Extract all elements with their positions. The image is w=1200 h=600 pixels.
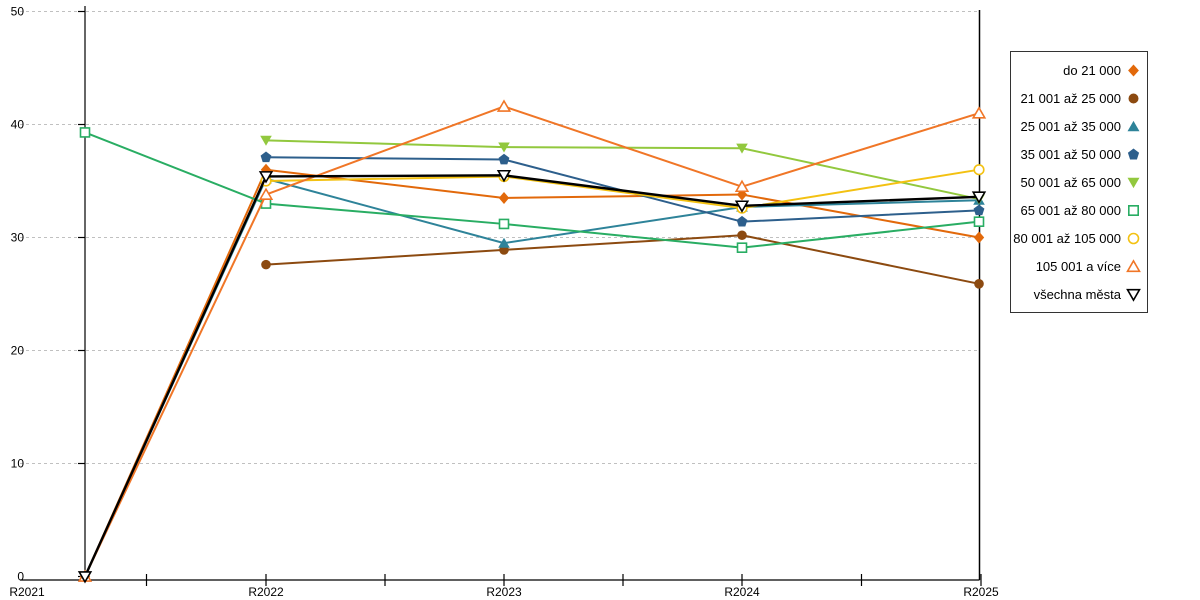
series-line-65-001-až-80-000 xyxy=(84,131,980,249)
data-point-marker xyxy=(496,99,512,112)
legend-item-4: 50 001 až 65 000 xyxy=(1013,170,1141,194)
data-point-marker xyxy=(77,571,93,584)
data-point-marker xyxy=(973,216,985,227)
data-point-marker xyxy=(498,218,510,230)
legend-item-7: 105 001 a více xyxy=(1013,254,1141,278)
legend-item-0: do 21 000 xyxy=(1013,58,1141,82)
data-point-marker xyxy=(736,242,748,253)
legend-item-label: 80 001 až 105 000 xyxy=(1013,230,1121,246)
y-tick-label: 50 xyxy=(11,5,25,19)
legend-item-label: 50 001 až 65 000 xyxy=(1020,174,1121,190)
series-line-105-001-a-více xyxy=(84,105,980,577)
y-tick-label: 10 xyxy=(11,457,25,471)
legend-marker-icon xyxy=(1126,288,1141,302)
legend-item-5: 65 001 až 80 000 xyxy=(1013,198,1141,222)
data-point-marker xyxy=(971,106,987,119)
legend-marker-icon xyxy=(1128,64,1139,76)
legend-item-label: 35 001 až 50 000 xyxy=(1020,146,1121,162)
legend-marker-icon xyxy=(1127,120,1140,131)
data-point-marker xyxy=(260,151,272,163)
data-point-marker xyxy=(973,231,985,244)
legend-marker-icon xyxy=(1127,232,1140,244)
legend-marker-icon xyxy=(1127,148,1140,159)
data-point-marker xyxy=(736,143,748,154)
legend-item-1: 21 001 až 25 000 xyxy=(1013,86,1141,110)
data-point-marker xyxy=(974,279,984,289)
legend-marker-icon xyxy=(1126,258,1141,272)
x-tick-label: R2025 xyxy=(963,585,999,599)
data-point-marker xyxy=(737,230,747,241)
legend-item-label: 105 001 a více xyxy=(1035,258,1121,274)
x-tick-label: R2024 xyxy=(724,585,760,599)
x-tick-label: R2023 xyxy=(486,585,522,599)
x-tick-label: R2022 xyxy=(248,585,284,599)
data-point-marker xyxy=(258,171,274,184)
legend-item-label: 25 001 až 35 000 xyxy=(1020,118,1121,134)
series-line-21-001-až-25-000 xyxy=(265,234,980,285)
data-point-marker xyxy=(498,191,510,204)
y-tick-label: 30 xyxy=(11,231,25,245)
data-point-marker xyxy=(973,204,985,216)
data-point-marker xyxy=(498,153,510,165)
legend-marker-icon xyxy=(1127,177,1140,188)
data-point-marker xyxy=(261,259,271,270)
legend-item-8: všechna města xyxy=(1013,282,1141,306)
data-point-marker xyxy=(734,179,750,193)
data-point-marker xyxy=(496,169,512,183)
legend-item-label: všechna města xyxy=(1033,286,1121,302)
legend-item-3: 35 001 až 50 000 xyxy=(1013,142,1141,166)
data-point-marker xyxy=(971,191,987,204)
y-tick-label: 40 xyxy=(11,118,25,132)
legend-marker-icon xyxy=(1128,204,1139,216)
x-tick-label: R2021 xyxy=(9,585,45,599)
data-point-marker xyxy=(258,187,274,200)
legend-item-label: do 21 000 xyxy=(1063,62,1121,78)
y-tick-label: 0 xyxy=(17,570,24,584)
data-point-marker xyxy=(260,135,272,146)
data-point-marker xyxy=(498,142,510,153)
legend-marker-icon xyxy=(1128,93,1139,103)
data-point-marker xyxy=(973,164,985,176)
legend-item-2: 25 001 až 35 000 xyxy=(1013,114,1141,138)
legend: do 21 000 21 001 až 25 000 25 001 až 35 00… xyxy=(1010,51,1148,313)
data-point-marker xyxy=(734,200,750,213)
series-line-25-001-až-35-000 xyxy=(84,177,980,577)
series-line-50-001-až-65-000 xyxy=(265,139,980,201)
series-line-80-001-až-105-000 xyxy=(265,168,980,210)
y-tick-label: 20 xyxy=(11,344,25,358)
data-point-marker xyxy=(79,127,91,138)
data-point-marker xyxy=(498,237,510,248)
legend-item-6: 80 001 až 105 000 xyxy=(1013,226,1141,250)
series-line-do-21-000 xyxy=(84,168,980,577)
data-point-marker xyxy=(736,215,748,227)
legend-item-label: 65 001 až 80 000 xyxy=(1020,202,1121,218)
legend-item-label: 21 001 až 25 000 xyxy=(1020,90,1121,106)
